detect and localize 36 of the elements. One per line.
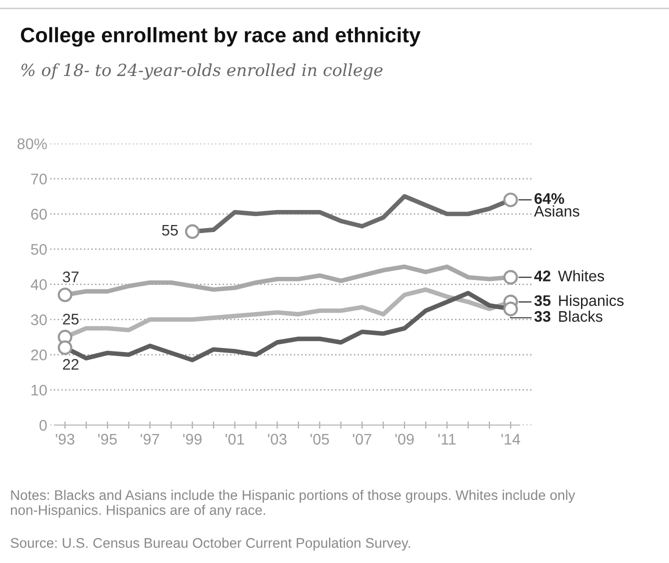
point xyxy=(503,192,518,208)
y-tick-label: 40 xyxy=(30,279,47,290)
point xyxy=(503,270,518,285)
source-note: Source: U.S. Census Bureau October Current Population Survey. xyxy=(10,538,410,551)
y-tick-label: 20 xyxy=(31,350,47,360)
x-tick-label: '03 xyxy=(268,434,287,445)
y-tick-label: 60 xyxy=(31,208,47,220)
y-tick-label: 0 xyxy=(40,420,47,431)
x-tick-label: '05 xyxy=(310,434,329,445)
x-tick-label: '97 xyxy=(140,434,160,445)
x-tick-label: '93 xyxy=(56,434,74,445)
y-tick-label: 10 xyxy=(32,384,47,396)
text: Notes: Blacks and Asians include the Hispanic portions of those groups. Whites include only non-Hispanics. Hispanics are of any race. xyxy=(10,490,576,518)
x-tick-label: '07 xyxy=(352,434,372,445)
chart-title: College enrollment by race and ethnicity xyxy=(20,27,421,47)
annotation: 42 Whites xyxy=(534,270,604,282)
x-tick-label: '09 xyxy=(395,434,414,445)
x-tick-label: '01 xyxy=(226,434,244,445)
y-tick-label: 70 xyxy=(31,174,47,184)
x-tick-label: '95 xyxy=(98,434,117,445)
y-tick-label: 50 xyxy=(31,244,47,255)
annotation: 25 xyxy=(63,314,79,325)
x-tick-label: '99 xyxy=(183,434,202,445)
annotation: 33 Blacks xyxy=(534,310,602,322)
y-tick-label: 80% xyxy=(17,138,47,150)
x-tick-label: '14 xyxy=(501,434,520,444)
point xyxy=(58,288,72,302)
point xyxy=(185,224,200,239)
annotation: 55 xyxy=(162,224,178,236)
annotation: 22 xyxy=(63,358,78,370)
y-tick-label: 30 xyxy=(30,314,47,326)
annotation: 35 Hispanics xyxy=(534,294,624,310)
x-tick-label: '11 xyxy=(438,434,456,444)
chart-subtitle: % of 18- to 24-year-olds enrolled in college xyxy=(21,63,383,80)
annotation: 37 xyxy=(62,271,78,282)
annotation: 64% Asians xyxy=(534,193,580,217)
